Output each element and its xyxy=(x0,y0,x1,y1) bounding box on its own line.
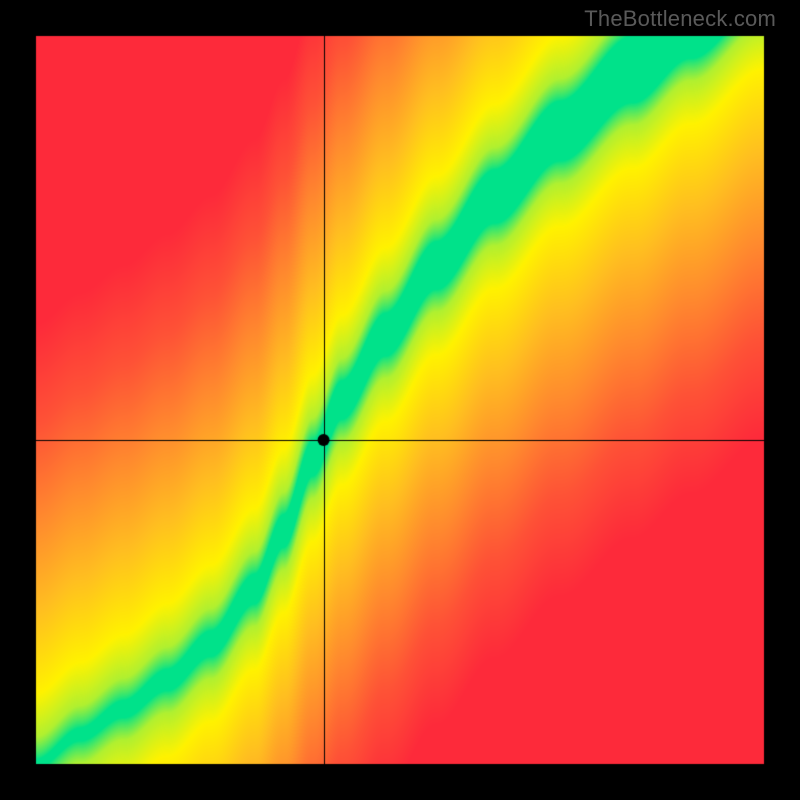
watermark-text: TheBottleneck.com xyxy=(584,6,776,32)
bottleneck-heatmap xyxy=(0,0,800,800)
